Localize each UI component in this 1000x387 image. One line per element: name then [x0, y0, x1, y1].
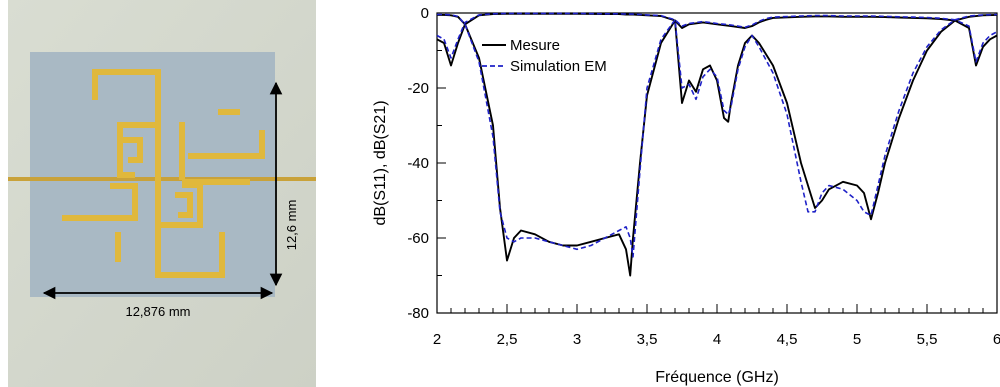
x-tick-label: 5,5	[917, 331, 938, 348]
y-tick-label: 0	[421, 5, 429, 22]
y-tick-label: -80	[407, 305, 429, 322]
simulation-em-curve-s21	[436, 12, 998, 63]
legend-label-mesure: Mesure	[510, 37, 560, 54]
x-tick-label: 4,5	[777, 331, 798, 348]
y-tick-label: -20	[407, 80, 429, 97]
simulation-em-curve-s11	[437, 13, 998, 258]
y-axis-ticks: 0 -20 -40 -60 -80	[407, 5, 446, 322]
substrate	[30, 52, 275, 297]
y-tick-label: -60	[407, 230, 429, 247]
x-tick-label: 3,5	[637, 331, 658, 348]
x-axis-title: Fréquence (GHz)	[655, 369, 779, 386]
x-tick-label: 3	[573, 331, 581, 348]
gold-resonator-pattern	[62, 69, 265, 278]
x-tick-label: 4	[713, 331, 721, 348]
series-group	[436, 12, 998, 277]
width-dimension-label: 12,876 mm	[125, 304, 190, 319]
x-axis-ticks: 2 2,5 3 3,5 4 4,5 5 5,5 6	[433, 304, 1000, 348]
filter-photo: 12,876 mm 12,6 mm	[8, 0, 316, 387]
height-dimension-label: 12,6 mm	[284, 200, 299, 251]
x-tick-label: 5	[853, 331, 861, 348]
x-tick-label: 2,5	[497, 331, 518, 348]
s-parameter-chart: 2 2,5 3 3,5 4 4,5 5 5,5 6 0 -20 -40 -60 -80 Mesure S…	[372, 5, 1000, 386]
x-tick-label: 6	[993, 331, 1000, 348]
x-tick-label: 2	[433, 331, 441, 348]
feed-line	[8, 177, 316, 181]
legend: Mesure Simulation EM	[482, 37, 607, 75]
y-axis-title: dB(S11), dB(S21)	[372, 100, 389, 225]
y-tick-label: -40	[407, 155, 429, 172]
mesure-curve-s11	[437, 13, 998, 277]
legend-label-simulation: Simulation EM	[510, 58, 607, 75]
